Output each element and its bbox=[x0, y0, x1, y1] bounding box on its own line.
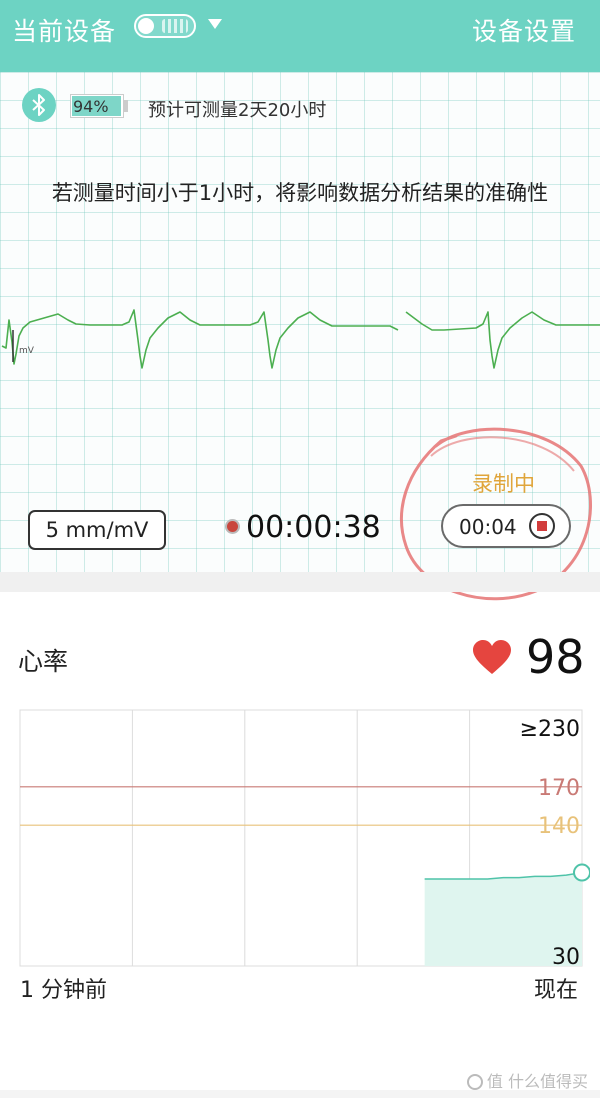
ecg-waveform bbox=[1, 309, 600, 369]
current-point bbox=[573, 863, 591, 882]
recording-status: 录制中 bbox=[472, 472, 535, 496]
x-axis-end-label: 现在 bbox=[533, 978, 578, 1003]
scale-button[interactable]: 5 mm/mV bbox=[28, 510, 166, 550]
battery-label: 94% bbox=[73, 97, 109, 116]
y-tick-label: 30 bbox=[552, 945, 580, 968]
toggle-knob bbox=[138, 18, 154, 34]
chevron-down-icon[interactable] bbox=[208, 19, 222, 29]
battery-fill bbox=[72, 96, 121, 116]
heart-rate-chart: ≥230 170 140 30 bbox=[18, 708, 591, 970]
battery-indicator: 94% bbox=[70, 94, 124, 118]
mv-unit-label: mV bbox=[19, 346, 34, 356]
top-bar: 当前设备 设备设置 bbox=[0, 0, 600, 72]
watermark: 值 什么值得买 bbox=[466, 1068, 588, 1092]
watermark-logo-icon bbox=[466, 1074, 483, 1090]
x-axis-start-label: 1 分钟前 bbox=[20, 978, 107, 1003]
heart-rate-value: 98 bbox=[526, 630, 585, 684]
series-area bbox=[424, 872, 582, 966]
measure-estimate: 预计可测量2天20小时 bbox=[148, 100, 327, 121]
recording-control[interactable]: 00:04 bbox=[441, 504, 571, 548]
device-toggle[interactable] bbox=[134, 14, 196, 38]
heart-rate-plot: ≥230 170 140 30 bbox=[19, 709, 591, 970]
toggle-stripes bbox=[162, 19, 188, 33]
y-tick-label: ≥230 bbox=[520, 717, 580, 742]
elapsed-time: 00:00:38 bbox=[246, 510, 381, 545]
heart-icon bbox=[473, 640, 511, 674]
watermark-text: 值 什么值得买 bbox=[486, 1072, 588, 1091]
battery-cap bbox=[124, 100, 128, 112]
section-divider bbox=[0, 572, 600, 592]
recording-time: 00:04 bbox=[459, 515, 517, 539]
y-tick-label: 170 bbox=[538, 776, 580, 801]
y-tick-label: 140 bbox=[538, 814, 580, 839]
ecg-grid bbox=[0, 72, 600, 572]
bottom-strip bbox=[0, 1090, 600, 1098]
plot-frame bbox=[19, 709, 583, 967]
recording-dot bbox=[227, 521, 238, 532]
current-device-title[interactable]: 当前设备 bbox=[12, 17, 117, 46]
bluetooth-icon bbox=[22, 88, 56, 122]
device-settings-button[interactable]: 设备设置 bbox=[471, 17, 576, 46]
accuracy-notice: 若测量时间小于1小时，将影响数据分析结果的准确性 bbox=[51, 181, 549, 205]
heart-rate-label: 心率 bbox=[18, 647, 69, 676]
stop-icon[interactable] bbox=[529, 513, 555, 539]
series-line bbox=[424, 871, 583, 880]
